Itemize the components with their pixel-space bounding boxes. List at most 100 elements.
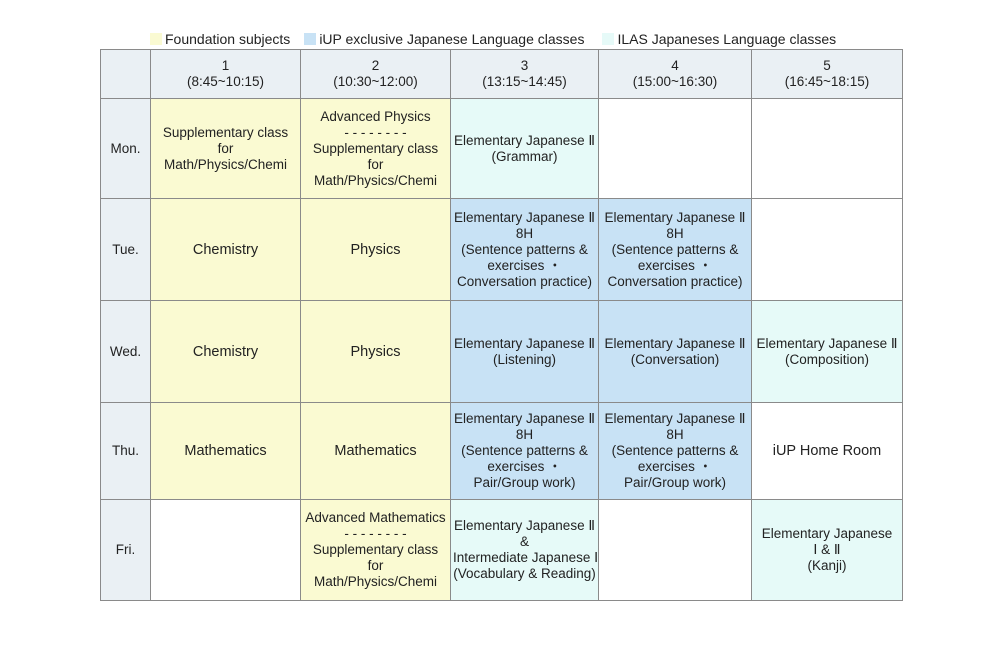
table-row: Wed. Chemistry Physics Elementary Japanese … (100, 300, 903, 403)
class-text: for (217, 140, 234, 156)
class-text: (Sentence patterns & (461, 443, 588, 458)
class-text: (Sentence patterns & (611, 443, 739, 458)
legend-swatch-ilas (602, 33, 615, 45)
class-cell: Elementary Japanese Ⅰ & Ⅱ (Kanji) (751, 499, 903, 601)
table-row: Thu. Mathematics Mathematics Elementary Jap… (100, 402, 903, 500)
class-text: for (367, 558, 384, 573)
period-time: (13:15~14:45) (482, 74, 567, 89)
class-text: Elementary Japanese Ⅱ (756, 335, 898, 351)
class-text: 8H (515, 225, 534, 241)
class-cell: iUP Home Room (751, 402, 903, 500)
period-time: (10:30~12:00) (333, 74, 418, 89)
corner-cell (100, 49, 151, 99)
class-text: Mathematics (334, 443, 417, 459)
class-cell: Advanced Mathematics - - - - - - - - Suppl… (300, 499, 451, 601)
period-time: (8:45~10:15) (187, 74, 264, 89)
class-text: Physics (350, 241, 401, 258)
class-text: for (367, 156, 384, 172)
class-text: Advanced Physics (320, 108, 431, 124)
class-text: Elementary Japanese Ⅱ (454, 518, 595, 533)
class-cell: Elementary Japanese Ⅱ (Composition) (751, 300, 903, 403)
class-cell: Elementary Japanese Ⅱ (Conversation) (598, 300, 752, 403)
legend-swatch-iup (304, 33, 317, 45)
class-text: Chemistry (192, 241, 259, 258)
period-header: 5 (16:45~18:15) (751, 49, 903, 99)
class-text: exercises ・ (487, 257, 562, 273)
class-text: (Kanji) (807, 558, 847, 573)
legend-item-iup: iUP exclusive Japanese Language classes (304, 31, 584, 47)
class-text: Intermediate Japanese Ⅰ (453, 550, 599, 565)
class-text: (Sentence patterns & (611, 241, 739, 257)
empty-cell (150, 499, 301, 601)
class-text: Pair/Group work) (623, 475, 727, 490)
class-cell: Elementary Japanese Ⅱ (Listening) (450, 300, 599, 403)
class-cell: Elementary Japanese Ⅱ & Intermediate Japan… (450, 499, 599, 601)
class-text: (Grammar) (491, 148, 558, 164)
period-time: (15:00~16:30) (632, 74, 718, 89)
day-label: Tue. (100, 198, 151, 301)
class-cell: Mathematics (300, 402, 451, 500)
class-cell: Physics (300, 300, 451, 403)
table-row: Fri. Advanced Mathematics - - - - - - - -S… (100, 499, 903, 601)
class-text: (Vocabulary & Reading) (453, 566, 596, 581)
class-text: Math/Physics/Chemi (313, 574, 438, 589)
class-text: Ⅰ & Ⅱ (813, 542, 841, 557)
class-text: Conversation practice) (456, 273, 593, 289)
class-cell: Mathematics (150, 402, 301, 500)
class-text: Mathematics (184, 443, 267, 459)
period-number: 2 (371, 58, 380, 73)
class-text: 8H (666, 225, 684, 241)
class-text: - - - - - - - - (344, 124, 407, 140)
day-label: Wed. (100, 300, 151, 403)
class-text: (Listening) (492, 351, 557, 367)
class-text: (Conversation) (630, 351, 720, 367)
empty-cell (598, 98, 752, 199)
class-text: Elementary Japanese Ⅱ (604, 335, 746, 351)
legend-item-ilas: ILAS Japaneses Language classes (602, 31, 836, 47)
class-cell: Elementary Japanese Ⅱ 8H (Sentence pattern… (598, 198, 752, 301)
class-text: Math/Physics/Chemi (163, 156, 288, 172)
legend: Foundation subjects iUP exclusive Japane… (150, 30, 836, 48)
class-cell: Advanced Physics - - - - - - - - Supplemen… (300, 98, 451, 199)
day-label: Thu. (100, 402, 151, 500)
class-text: Elementary Japanese Ⅱ (604, 411, 746, 426)
class-text: Math/Physics/Chemi (313, 172, 438, 188)
class-text: Elementary Japanese Ⅱ (454, 132, 595, 148)
period-number: 5 (823, 58, 831, 73)
class-text: Elementary Japanese (761, 526, 893, 541)
day-label: Fri. (100, 499, 151, 601)
class-text: (Composition) (784, 351, 870, 367)
class-cell: Supplementary class for Math/Physics/Chemi (150, 98, 301, 199)
period-number: 4 (671, 58, 679, 73)
class-cell: Chemistry (150, 300, 301, 403)
class-text: Physics (350, 343, 401, 360)
period-header: 1 (8:45~10:15) (150, 49, 301, 99)
class-text: Supplementary class (312, 542, 439, 557)
class-text: Elementary Japanese Ⅱ (604, 209, 746, 225)
header-row: 1 (8:45~10:15) 2 (10:30~12:00) 3 (13:15~14:… (100, 49, 903, 99)
class-text: - - - - - - - - (344, 526, 407, 541)
legend-label: iUP exclusive Japanese Language classes (319, 31, 585, 47)
legend-swatch-foundation (150, 33, 162, 45)
class-cell: Physics (300, 198, 451, 301)
class-text: & (519, 534, 529, 549)
class-text: Elementary Japanese Ⅱ (454, 411, 595, 426)
timetable: 1 (8:45~10:15) 2 (10:30~12:00) 3 (13:15~14:… (100, 49, 903, 601)
empty-cell (751, 98, 903, 199)
class-text: Supplementary class (162, 124, 289, 140)
class-text: Conversation practice) (607, 273, 743, 289)
timetable-body: Mon. Supplementary class for Math/Physics/C… (100, 98, 903, 601)
class-cell: Chemistry (150, 198, 301, 301)
period-header: 4 (15:00~16:30) (598, 49, 752, 99)
period-number: 3 (520, 58, 529, 73)
class-cell: Elementary Japanese Ⅱ 8H (Sentence pattern… (450, 402, 599, 500)
class-text: (Sentence patterns & (461, 241, 588, 257)
class-cell: Elementary Japanese Ⅱ (Grammar) (450, 98, 599, 199)
class-text: Elementary Japanese Ⅱ (454, 335, 595, 351)
period-time: (16:45~18:15) (784, 74, 870, 89)
class-text: exercises ・ (637, 459, 713, 474)
class-text: 8H (515, 427, 534, 442)
empty-cell (598, 499, 752, 601)
legend-item-foundation: Foundation subjects (150, 31, 290, 47)
period-header: 2 (10:30~12:00) (300, 49, 451, 99)
